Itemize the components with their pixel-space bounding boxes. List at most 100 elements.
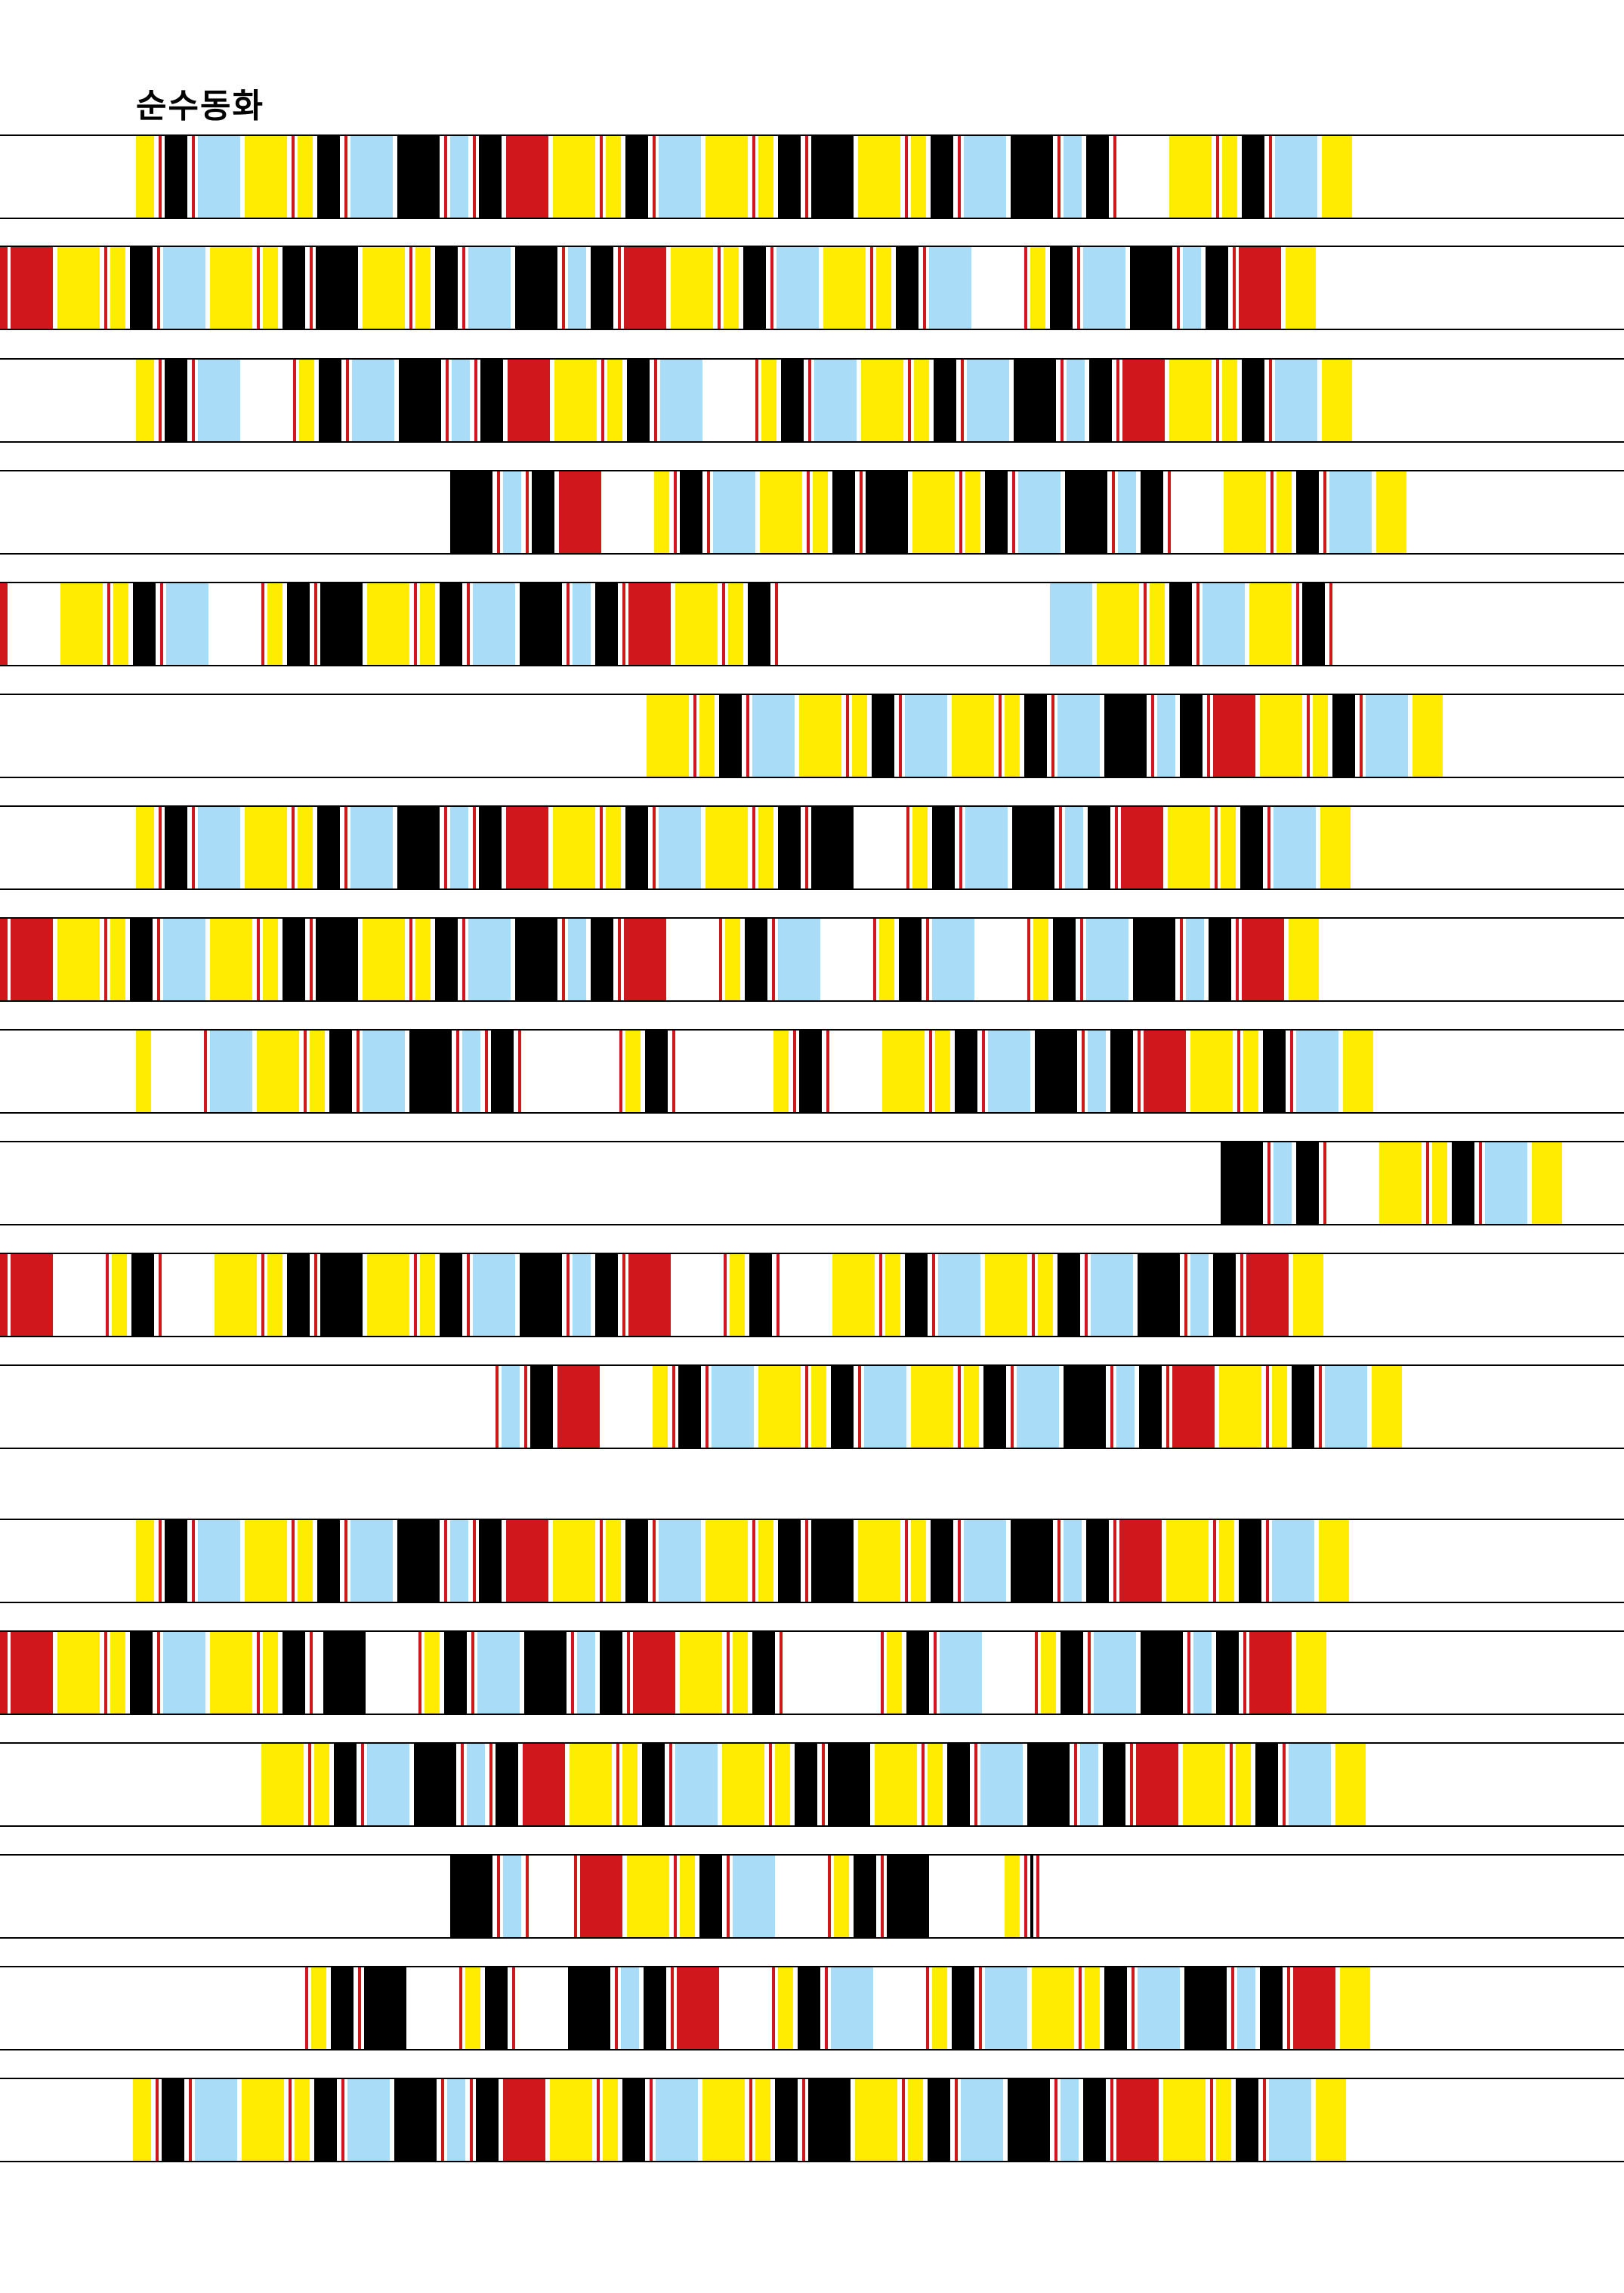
stripe-bar [885,1254,900,1336]
stripe-bar [822,1744,825,1825]
stripe-bar [854,1856,876,1937]
stripe-bar [257,1031,299,1112]
stripe-band [0,134,1624,219]
stripe-bar [625,136,648,218]
stripe-bar [811,807,854,888]
stripe-bar [1061,360,1064,441]
stripe-bar [1067,360,1085,441]
stripe-bar [749,1254,772,1336]
stripe-bar [1057,136,1061,218]
stripe-bar [832,471,855,553]
stripe-bar [1138,1031,1141,1112]
stripe-bar [669,1744,672,1825]
stripe-bar [985,1254,1027,1336]
stripe-bar [624,247,666,329]
stripe-bar [653,136,656,218]
stripe-bar [409,1031,452,1112]
stripe-bar [1011,1520,1053,1602]
stripe-bar [622,1744,638,1825]
stripe-bar [671,1967,674,2049]
stripe-band [0,1253,1624,1337]
stripe-bar [799,695,841,777]
stripe-bar [1274,807,1316,888]
stripe-bar [462,1031,480,1112]
stripe-bar [959,471,962,553]
stripe-bar [600,136,603,218]
stripe-bar [1112,471,1115,553]
stripe-bar [959,807,962,888]
stripe-bar [1097,583,1139,665]
stripe-bar [1243,1031,1258,1112]
stripe-bar [157,247,160,329]
stripe-bar [363,919,405,1000]
stripe-bar [1183,1744,1225,1825]
stripe-bar [964,1520,1006,1602]
stripe-bar [770,247,773,329]
stripe-bar [1061,1632,1083,1714]
stripe-bar [462,247,465,329]
stripe-bar [1219,1366,1261,1448]
stripe-bar [1051,695,1054,777]
stripe-bar [999,695,1002,777]
stripe-bar [136,360,154,441]
stripe-bar [198,136,240,218]
stripe-bar [600,807,603,888]
stripe-bar [287,1254,310,1336]
stripe-bar [627,1856,669,1937]
stripe-bar [310,1031,325,1112]
stripe-bar [440,1254,462,1336]
stripe-band [0,2078,1624,2162]
stripe-band [0,358,1624,443]
stripe-bar [113,583,128,665]
stripe-bar [1332,695,1355,777]
stripe-bar [1216,360,1219,441]
stripe-bar [1360,695,1363,777]
stripe-bar [367,1254,409,1336]
stripe-bar [955,1031,977,1112]
stripe-bar [1275,360,1317,441]
stripe-bar [1166,1366,1169,1448]
stripe-bar [1221,807,1236,888]
stripe-bar [645,1031,668,1112]
stripe-bar [746,695,749,777]
stripe-bar [295,2079,310,2161]
stripe-bar [758,136,773,218]
stripe-bar [1032,1254,1035,1336]
stripe-bar [573,1254,591,1336]
stripe-bar [654,471,669,553]
stripe-bar [104,919,107,1000]
stripe-bar [298,1520,313,1602]
stripe-bar [506,1520,548,1602]
stripe-bar [267,583,283,665]
stripe-bar [846,695,849,777]
stripe-bar [1030,247,1045,329]
stripe-bar [292,1520,295,1602]
stripe-bar [1269,2079,1311,2161]
stripe-bar [130,247,153,329]
stripe-bar [724,247,739,329]
stripe-bar [1322,360,1352,441]
stripe-bar [705,136,748,218]
stripe-bar [1366,695,1408,777]
stripe-bar [1216,136,1219,218]
stripe-bar [523,1744,565,1825]
stripe-bar [210,919,252,1000]
stripe-bar [808,2079,851,2161]
stripe-bar [905,1520,908,1602]
stripe-bar [1141,471,1163,553]
stripe-bar [502,1366,520,1448]
stripe-bar [828,1744,870,1825]
stripe-bar [1376,471,1406,553]
stripe-bar [780,1632,783,1714]
stripe-bar [1121,807,1163,888]
stripe-bar [929,247,971,329]
stripe-bar [625,1520,648,1602]
stripe-bar [267,1254,283,1336]
stripe-bar [808,360,811,441]
stripe-bar [1180,919,1183,1000]
stripe-bar [1116,1366,1135,1448]
stripe-bar [0,247,8,329]
stripe-bar [896,247,919,329]
stripe-bar [245,807,287,888]
stripe-bar [1005,695,1020,777]
